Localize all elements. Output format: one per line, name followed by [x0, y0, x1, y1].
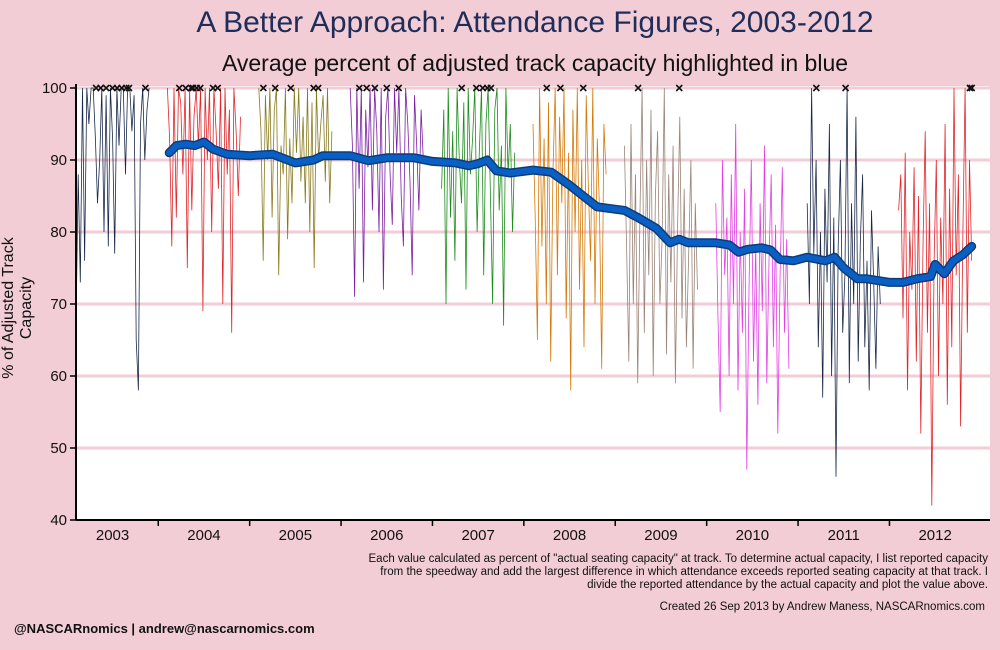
cap-marker — [472, 84, 480, 92]
cap-marker — [122, 84, 130, 92]
cap-marker — [968, 84, 976, 92]
cap-marker — [102, 84, 110, 92]
cap-marker — [214, 84, 222, 92]
cap-marker — [125, 84, 133, 92]
x-tick-label: 2012 — [918, 527, 951, 544]
track-line-2006 — [349, 87, 424, 297]
cap-marker — [543, 84, 551, 92]
cap-marker — [487, 84, 495, 92]
x-tick-label: 2009 — [644, 527, 677, 544]
x-tick-label: 2004 — [187, 527, 220, 544]
track-line-2004 — [167, 87, 241, 333]
x-tick-label: 2007 — [461, 527, 494, 544]
cap-marker — [634, 84, 642, 92]
contact-handle: @NASCARnomics | andrew@nascarnomics.com — [14, 621, 315, 636]
track-line-2010 — [715, 123, 790, 470]
methodology-note: Each value calculated as percent of "act… — [368, 553, 988, 591]
average-line — [166, 139, 975, 286]
track-line-2011 — [806, 87, 881, 477]
credit-line: Created 26 Sep 2013 by Andrew Maness, NA… — [659, 601, 985, 613]
x-tick-label: 2008 — [553, 527, 586, 544]
y-tick-label: 70 — [50, 296, 67, 313]
track-line-2009 — [624, 87, 698, 384]
cap-marker — [363, 84, 371, 92]
cap-marker — [579, 84, 587, 92]
cap-marker — [97, 84, 105, 92]
chart-subtitle: Average percent of adjusted track capaci… — [221, 50, 849, 76]
x-tick-label: 2006 — [370, 527, 403, 544]
y-tick-label: 100 — [42, 80, 67, 97]
cap-marker — [966, 84, 974, 92]
cap-marker — [383, 84, 391, 92]
y-tick-label: 40 — [50, 512, 67, 529]
y-tick-label: 50 — [50, 440, 67, 457]
cap-marker — [271, 84, 279, 92]
x-tick-label: 2005 — [279, 527, 312, 544]
x-tick-label: 2003 — [96, 527, 129, 544]
cap-marker — [259, 84, 267, 92]
cap-marker — [287, 84, 295, 92]
x-tick-label: 2011 — [828, 527, 860, 544]
cap-marker — [182, 84, 190, 92]
y-tick-label: 90 — [50, 152, 67, 169]
cap-marker — [458, 84, 466, 92]
cap-marker — [556, 84, 564, 92]
track-line-2003 — [75, 87, 150, 391]
track-line-2008 — [532, 87, 607, 391]
cap-marker — [812, 84, 820, 92]
cap-marker — [314, 84, 322, 92]
cap-marker — [196, 84, 204, 92]
cap-marker — [371, 84, 379, 92]
cap-marker — [395, 84, 403, 92]
cap-marker — [175, 84, 183, 92]
track-line-2007 — [441, 87, 516, 326]
cap-marker — [675, 84, 683, 92]
cap-marker — [842, 84, 850, 92]
cap-marker — [141, 84, 150, 92]
x-tick-label: 2010 — [736, 527, 769, 544]
y-tick-label: 80 — [50, 224, 67, 241]
y-tick-label: 60 — [50, 368, 67, 385]
cap-marker — [355, 84, 363, 92]
track-line-2012 — [898, 87, 973, 506]
cap-marker — [187, 84, 195, 92]
chart-title: A Better Approach: Attendance Figures, 2… — [196, 6, 874, 39]
